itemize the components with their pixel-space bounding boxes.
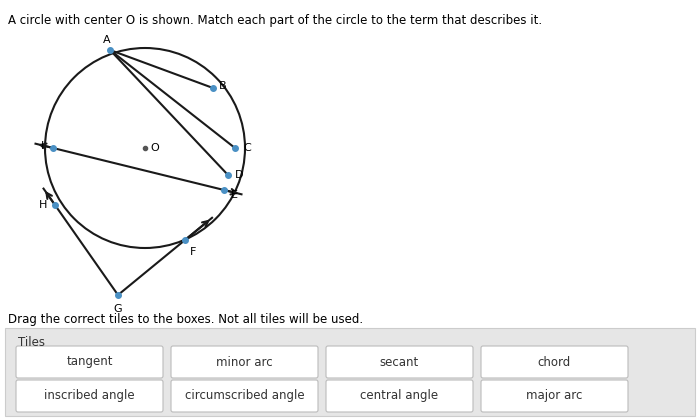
Text: C: C: [243, 143, 251, 153]
Text: minor arc: minor arc: [216, 355, 273, 368]
FancyBboxPatch shape: [171, 346, 318, 378]
Text: I: I: [41, 141, 45, 151]
Text: A: A: [103, 35, 111, 45]
FancyBboxPatch shape: [5, 328, 695, 416]
FancyBboxPatch shape: [16, 380, 163, 412]
Text: B: B: [219, 81, 227, 91]
Text: A circle with center O is shown. Match each part of the circle to the term that : A circle with center O is shown. Match e…: [8, 14, 542, 27]
FancyBboxPatch shape: [326, 380, 473, 412]
FancyBboxPatch shape: [171, 380, 318, 412]
Text: central angle: central angle: [360, 389, 439, 402]
FancyBboxPatch shape: [481, 380, 628, 412]
FancyBboxPatch shape: [326, 346, 473, 378]
Text: E: E: [230, 190, 237, 200]
FancyBboxPatch shape: [16, 346, 163, 378]
Text: inscribed angle: inscribed angle: [44, 389, 135, 402]
Text: O: O: [150, 143, 160, 153]
Text: tangent: tangent: [66, 355, 113, 368]
Text: Tiles: Tiles: [18, 336, 45, 349]
Text: major arc: major arc: [526, 389, 582, 402]
Text: G: G: [113, 304, 122, 314]
FancyBboxPatch shape: [481, 346, 628, 378]
Text: F: F: [190, 247, 196, 257]
Text: chord: chord: [538, 355, 571, 368]
Text: circumscribed angle: circumscribed angle: [185, 389, 304, 402]
Text: secant: secant: [380, 355, 419, 368]
Text: H: H: [38, 200, 47, 210]
Text: D: D: [234, 170, 244, 180]
Text: Drag the correct tiles to the boxes. Not all tiles will be used.: Drag the correct tiles to the boxes. Not…: [8, 313, 363, 326]
